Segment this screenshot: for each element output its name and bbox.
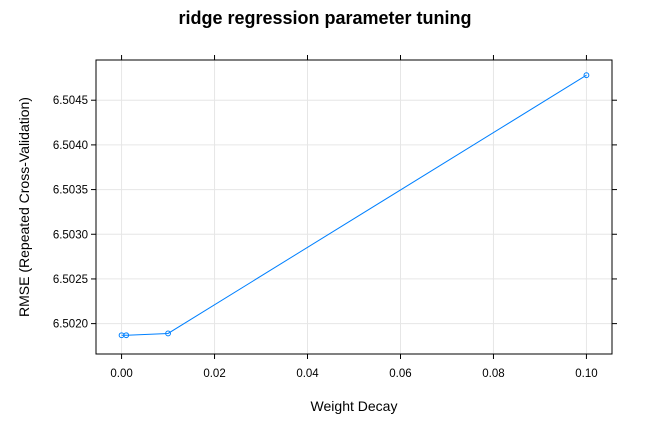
x-tick-label: 0.10 [575,368,597,380]
x-tick-label: 0.02 [203,368,225,380]
x-axis-label: Weight Decay [311,398,398,414]
chart-title: ridge regression parameter tuning [178,8,471,28]
x-tick-label: 0.00 [110,368,132,380]
data-point [123,332,130,339]
grid-layer [96,60,612,354]
y-tick-label: 6.5030 [53,229,88,241]
y-tick-label: 6.5040 [53,140,88,152]
y-tick-label: 6.5020 [53,319,88,331]
x-tick-label: 0.08 [482,368,504,380]
plot-frame [95,59,613,355]
y-tick-label: 6.5045 [53,95,88,107]
y-tick-label: 6.5035 [53,185,88,197]
y-axis-label: RMSE (Repeated Cross-Validation) [16,97,32,317]
data-point [583,72,590,79]
data-point [165,330,171,337]
x-tick-label: 0.04 [296,368,319,380]
x-tick-label: 0.06 [389,368,411,380]
tick-layer: 0.00 0.02 0.04 0.06 0.08 0.10 6.5020 6.5025 6.50… [53,55,617,380]
y-tick-label: 6.5025 [53,274,88,286]
series-line [121,74,587,336]
series-layer [118,72,590,339]
